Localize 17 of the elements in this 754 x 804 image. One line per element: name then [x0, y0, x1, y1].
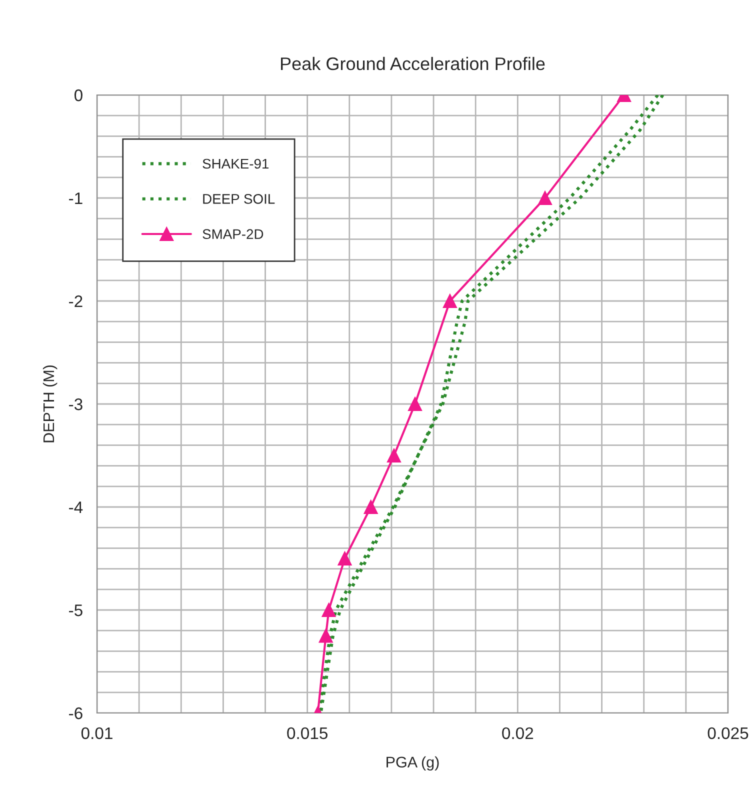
x-tick-label: 0.02: [502, 727, 534, 740]
y-tick-label: -6: [69, 707, 82, 720]
y-tick-label: 0: [74, 89, 82, 102]
legend-label: SMAP-2D: [202, 229, 264, 240]
y-tick-label: -3: [69, 398, 82, 410]
y-tick-label: -5: [69, 604, 82, 616]
y-tick-label: -2: [69, 295, 82, 308]
chart-title: Peak Ground Acceleration Profile: [281, 56, 545, 70]
x-tick-label: 0.025: [708, 727, 748, 740]
legend-label: DEEP SOIL: [203, 194, 275, 204]
y-tick-label: -1: [69, 192, 82, 204]
y-tick-label: -4: [69, 502, 83, 514]
y-axis-title: DEPTH (M): [42, 365, 58, 442]
x-axis-title: PGA (g): [386, 756, 439, 771]
x-tick-label: 0.015: [287, 727, 328, 740]
x-tick-label: 0.01: [81, 727, 112, 740]
legend-label: SHAKE-91: [202, 158, 269, 169]
